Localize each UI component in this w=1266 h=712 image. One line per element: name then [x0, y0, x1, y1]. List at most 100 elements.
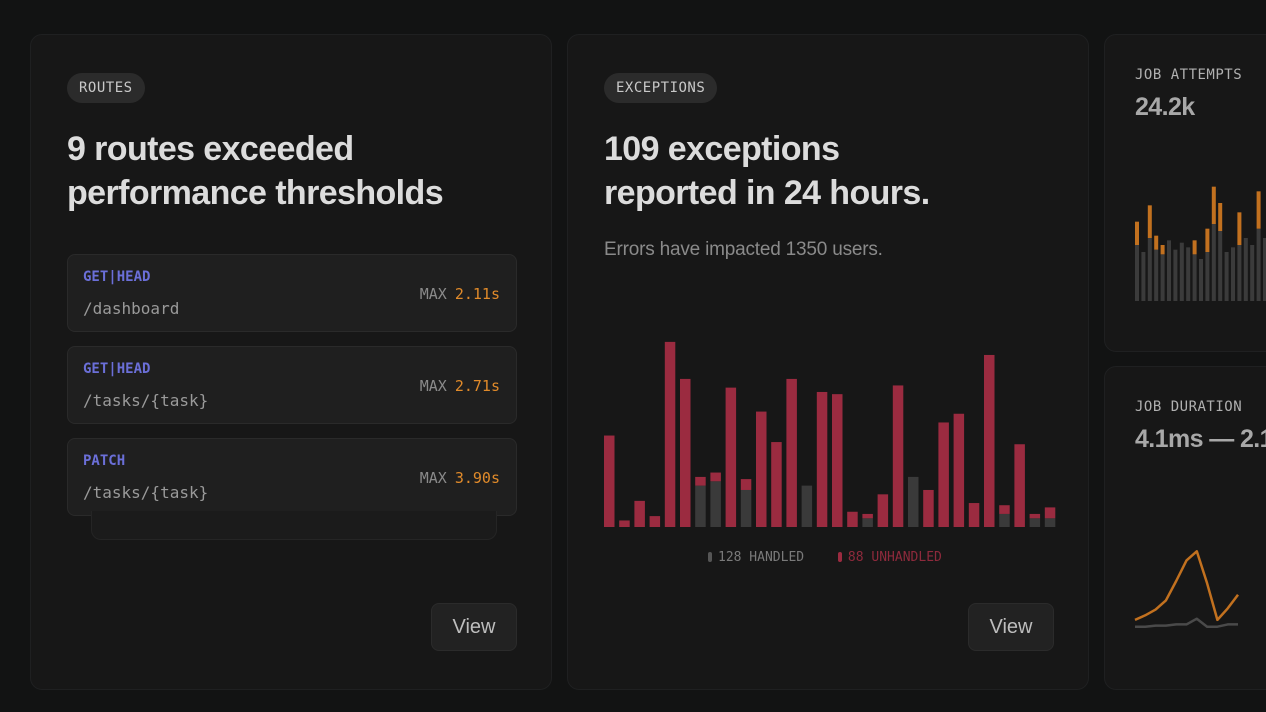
attempts-base-bar [1179, 242, 1184, 301]
unhandled-bar [1014, 444, 1025, 527]
attempts-base-bar [1199, 259, 1203, 301]
exceptions-headline-line2: reported in 24 hours. [604, 174, 930, 212]
route-max-value: 2.71s [454, 377, 500, 395]
exceptions-legend: 128 HANDLED 88 UNHANDLED [708, 550, 968, 565]
handled-bar [862, 518, 873, 527]
exceptions-pill: EXCEPTIONS [604, 73, 718, 103]
unhandled-bar [786, 378, 797, 527]
unhandled-bar [604, 435, 615, 527]
attempts-base-bar [1224, 252, 1229, 301]
route-max: MAX 3.90s [420, 469, 500, 487]
unhandled-bar [725, 387, 737, 527]
unhandled-bar [695, 476, 706, 486]
job-duration-line-chart [1134, 550, 1239, 628]
job-attempts-bar-chart [1135, 186, 1266, 301]
unhandled-bar [862, 513, 873, 519]
route-max-value: 3.90s [454, 469, 500, 487]
attempts-base-bar [1250, 245, 1255, 301]
attempts-base-bar [1218, 231, 1223, 301]
attempts-base-bar [1205, 252, 1210, 301]
unhandled-bar [740, 479, 752, 490]
unhandled-bar [999, 505, 1010, 514]
route-max: MAX 2.11s [420, 285, 500, 303]
attempts-highlight-bar [1237, 212, 1242, 245]
attempts-highlight-bar [1256, 191, 1261, 229]
unhandled-bar [953, 413, 965, 527]
attempts-highlight-bar [1135, 221, 1139, 245]
routes-headline: 9 routes exceeded performance thresholds [67, 127, 527, 215]
handled-bar [1029, 518, 1041, 527]
job-attempts-label: JOB ATTEMPTS [1135, 67, 1243, 83]
unhandled-bar [923, 489, 934, 527]
attempts-highlight-bar [1160, 245, 1165, 255]
unhandled-bar [756, 411, 767, 527]
attempts-highlight-bar [1218, 203, 1223, 231]
unhandled-bar [832, 394, 843, 527]
attempts-base-bar [1154, 249, 1159, 301]
unhandled-bar [619, 520, 630, 527]
route-max-label: MAX [419, 285, 447, 303]
unhandled-bar [938, 422, 949, 527]
job-duration-label: JOB DURATION [1135, 399, 1243, 415]
unhandled-bar [984, 354, 995, 527]
route-item[interactable]: GET|HEAD /tasks/{task} MAX 2.71s [67, 346, 517, 424]
legend-unhandled: 88 UNHANDLED [837, 550, 942, 565]
legend-handled: 128 HANDLED [708, 550, 804, 565]
unhandled-bar [892, 385, 904, 527]
unhandled-bar [877, 494, 889, 527]
unhandled-bar [634, 500, 645, 527]
unhandled-bar [968, 503, 980, 527]
legend-unhandled-label: 88 UNHANDLED [847, 550, 942, 565]
unhandled-bar [664, 341, 676, 527]
attempts-base-bar [1211, 224, 1216, 301]
attempts-base-bar [1147, 238, 1152, 301]
route-method: GET|HEAD [83, 269, 151, 285]
attempts-highlight-bar [1192, 240, 1197, 255]
attempts-base-bar [1160, 254, 1165, 301]
handled-bar [1044, 518, 1056, 527]
attempts-base-bar [1173, 249, 1178, 301]
handled-bar [908, 476, 919, 527]
route-method: PATCH [83, 453, 126, 469]
job-attempts-card: JOB ATTEMPTS 24.2k [1104, 34, 1266, 352]
job-duration-value: 4.1ms — 2.1 [1135, 425, 1266, 453]
attempts-highlight-bar [1147, 205, 1152, 238]
attempts-highlight-bar [1211, 186, 1216, 224]
unhandled-bar [1044, 507, 1056, 519]
job-duration-card: JOB DURATION 4.1ms — 2.1 [1104, 366, 1266, 690]
exceptions-subtext: Errors have impacted 1350 users. [604, 239, 883, 260]
route-max: MAX 2.71s [420, 377, 500, 395]
routes-pill: ROUTES [67, 73, 145, 103]
attempts-base-bar [1263, 238, 1266, 301]
attempts-base-bar [1243, 238, 1248, 301]
attempts-base-bar [1141, 252, 1146, 301]
attempts-base-bar [1237, 245, 1242, 301]
exceptions-bar-chart [604, 341, 1056, 527]
attempts-base-bar [1186, 247, 1191, 301]
exceptions-headline-line1: 109 exceptions [604, 130, 840, 168]
exceptions-card: EXCEPTIONS 109 exceptions reported in 24… [567, 34, 1089, 690]
duration-secondary-line [1135, 617, 1238, 628]
attempts-base-bar [1231, 247, 1235, 301]
attempts-base-bar [1256, 228, 1261, 301]
unhandled-bar [816, 391, 828, 527]
legend-handled-swatch [708, 552, 712, 562]
route-max-label: MAX [419, 469, 447, 487]
job-attempts-value: 24.2k [1135, 93, 1195, 121]
attempts-base-bar [1167, 240, 1171, 301]
routes-view-button[interactable]: View [431, 603, 517, 651]
routes-headline-line1: 9 routes exceeded [67, 130, 354, 168]
legend-unhandled-swatch [837, 552, 842, 562]
route-method: GET|HEAD [83, 361, 151, 377]
unhandled-bar [680, 378, 691, 527]
handled-bar [710, 481, 721, 527]
route-item[interactable]: PATCH /tasks/{task} MAX 3.90s [67, 438, 517, 516]
route-item[interactable]: GET|HEAD /dashboard MAX 2.11s [67, 254, 517, 332]
attempts-base-bar [1192, 254, 1197, 301]
route-max-value: 2.11s [454, 285, 500, 303]
legend-handled-label: 128 HANDLED [718, 550, 805, 565]
handled-bar [801, 485, 813, 527]
unhandled-bar [847, 511, 858, 527]
attempts-base-bar [1135, 245, 1139, 301]
exceptions-view-button[interactable]: View [968, 603, 1054, 651]
